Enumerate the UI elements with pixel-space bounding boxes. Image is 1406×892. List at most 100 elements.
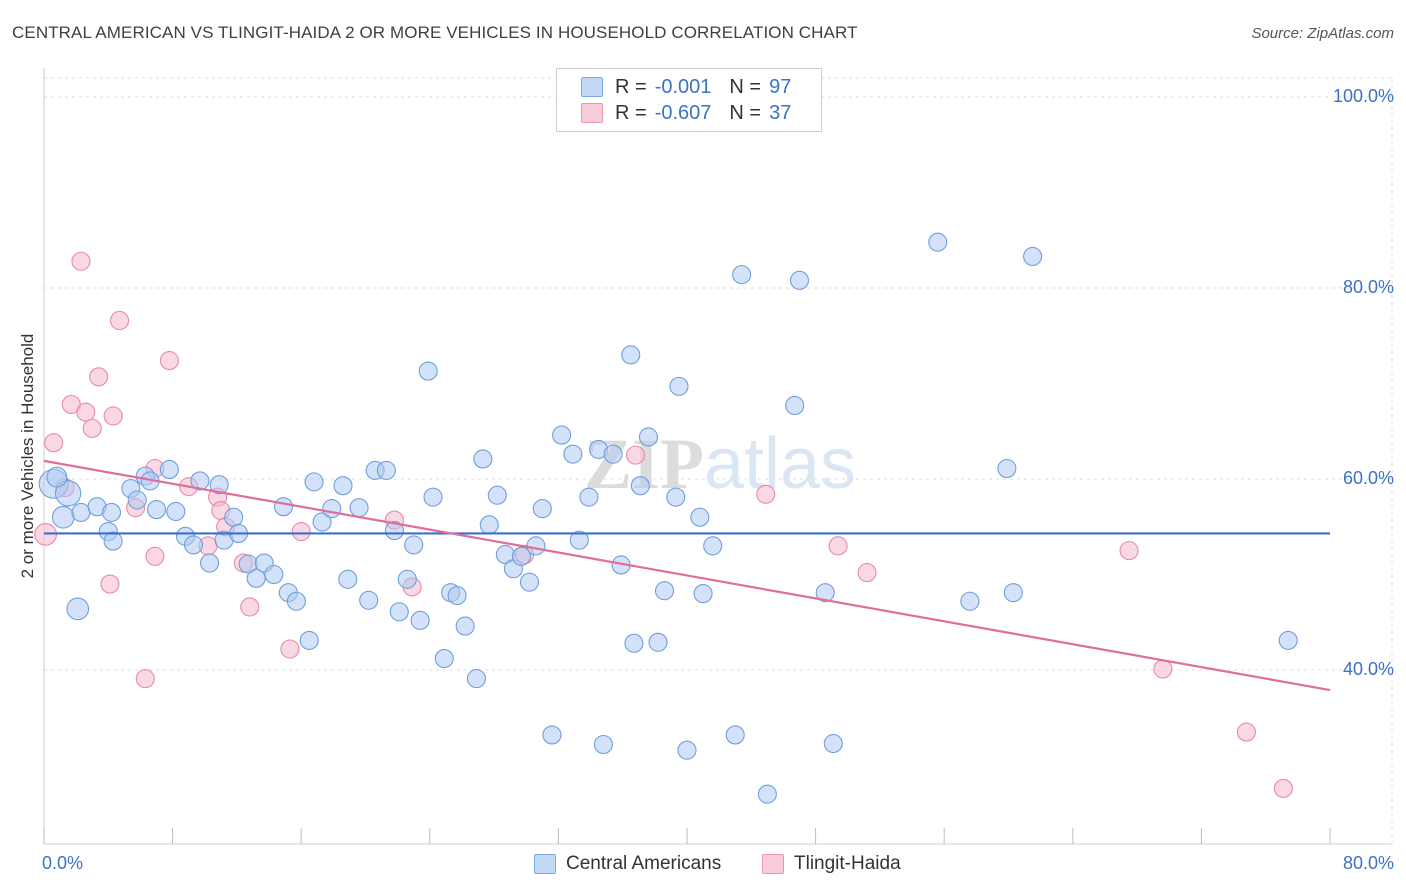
data-point [397, 569, 417, 589]
x-tick-label-max: 80.0% [1342, 853, 1394, 873]
data-point [703, 536, 723, 556]
data-point [511, 546, 531, 566]
data-point [666, 487, 686, 507]
legend-r-label: R = [615, 101, 647, 124]
data-point [579, 487, 599, 507]
chart-title: CENTRAL AMERICAN VS TLINGIT-HAIDA 2 OR M… [12, 23, 858, 42]
data-point [1278, 630, 1298, 650]
data-point [44, 433, 64, 453]
series-tlingit-haida [34, 251, 1293, 798]
data-point [127, 490, 147, 510]
data-point [669, 376, 689, 396]
data-point [638, 427, 658, 447]
data-point [224, 507, 244, 527]
data-point [103, 531, 123, 551]
data-point [654, 581, 675, 601]
data-point [418, 361, 438, 381]
data-point [621, 345, 641, 365]
data-point [1153, 659, 1173, 679]
data-point [286, 591, 306, 611]
data-point [166, 501, 186, 522]
data-point [46, 466, 68, 488]
data-point [54, 480, 82, 507]
bottom-legend-swatch-blue [534, 854, 556, 874]
series-central-americans [38, 232, 1298, 804]
data-point [434, 648, 454, 669]
data-point [103, 406, 123, 426]
legend-row-tlingit-haida: R = -0.607 N = 37 [581, 101, 791, 125]
legend-n-label: N = [729, 75, 762, 98]
data-point [626, 445, 646, 465]
data-point [359, 590, 379, 610]
data-point [1119, 541, 1139, 561]
legend-swatch-pink [581, 103, 603, 123]
data-point [466, 669, 486, 689]
data-point [479, 515, 499, 535]
data-point [756, 484, 776, 504]
data-point [100, 574, 120, 594]
data-point [473, 449, 493, 469]
data-point [677, 740, 697, 760]
data-point [264, 564, 284, 585]
data-point [828, 536, 848, 556]
data-point [209, 475, 229, 495]
data-point [630, 476, 650, 496]
bottom-legend-tlingit-haida: Tlingit-Haida [762, 852, 901, 876]
data-point [603, 444, 623, 464]
data-point [389, 602, 409, 622]
data-point [519, 572, 540, 592]
bottom-legend-swatch-pink [762, 854, 784, 874]
data-point [200, 553, 220, 573]
y-tick-label: 80.0% [1342, 277, 1394, 297]
data-point [349, 498, 369, 518]
data-point [299, 630, 319, 650]
data-point [423, 487, 443, 507]
data-point [76, 402, 96, 422]
legend-n-value: 37 [769, 101, 792, 124]
data-point [146, 500, 167, 520]
data-point [240, 597, 260, 617]
correlation-legend: R = -0.001 N = 97 R = -0.607 N = 37 [556, 68, 822, 132]
data-point [71, 251, 91, 271]
data-point [1023, 246, 1043, 267]
data-point [960, 591, 980, 611]
data-point [542, 725, 562, 745]
data-point [857, 563, 877, 583]
data-point [89, 367, 109, 387]
data-point [273, 497, 294, 517]
data-point [690, 507, 710, 527]
data-point [532, 499, 552, 519]
data-point [624, 633, 644, 653]
bottom-legend-central-americans: Central Americans [534, 852, 721, 876]
data-point [997, 458, 1017, 479]
data-point [1273, 778, 1293, 798]
data-point [526, 536, 546, 556]
y-tick-label: 100.0% [1332, 86, 1394, 106]
data-point [1003, 583, 1023, 603]
data-point [823, 733, 843, 754]
data-point [159, 459, 179, 480]
data-point [322, 499, 342, 519]
data-point [51, 505, 75, 529]
data-point [101, 502, 122, 522]
data-point [447, 585, 467, 606]
data-point [82, 418, 102, 438]
data-point [384, 521, 404, 541]
data-point [183, 535, 204, 555]
data-point [410, 610, 430, 630]
data-point [159, 351, 179, 371]
data-point [928, 232, 948, 252]
data-point [815, 583, 835, 603]
legend-swatch-blue [581, 77, 603, 97]
trend-line-tlingit-haida [43, 459, 1331, 692]
legend-n-value: 97 [769, 75, 792, 98]
data-point [110, 310, 130, 331]
data-point [732, 265, 752, 285]
data-point [333, 476, 353, 496]
data-point [593, 734, 613, 755]
source-label: Source: ZipAtlas.com [1251, 25, 1394, 42]
data-point [312, 512, 332, 532]
legend-r-label: R = [615, 75, 647, 98]
data-point [757, 784, 777, 804]
